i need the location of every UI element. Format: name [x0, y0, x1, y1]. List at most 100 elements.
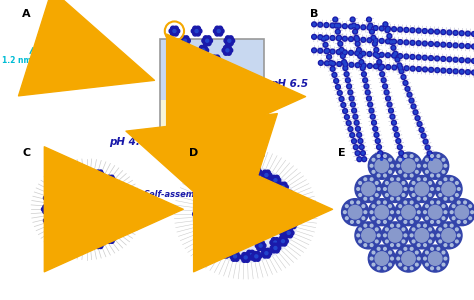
Circle shape — [124, 219, 127, 222]
Circle shape — [370, 197, 373, 200]
Circle shape — [70, 172, 73, 177]
Circle shape — [364, 178, 366, 181]
Circle shape — [360, 66, 365, 70]
Circle shape — [430, 57, 432, 59]
Circle shape — [331, 68, 334, 70]
Circle shape — [373, 26, 378, 31]
Circle shape — [210, 188, 214, 193]
Circle shape — [385, 228, 388, 231]
Circle shape — [399, 41, 401, 43]
Circle shape — [389, 40, 394, 44]
Circle shape — [224, 170, 229, 175]
Circle shape — [224, 45, 228, 50]
Polygon shape — [52, 45, 64, 55]
Circle shape — [126, 208, 128, 211]
Circle shape — [43, 205, 47, 209]
Circle shape — [73, 175, 78, 179]
Circle shape — [391, 224, 393, 227]
Circle shape — [340, 54, 345, 58]
Circle shape — [53, 231, 57, 235]
Circle shape — [200, 202, 204, 207]
Circle shape — [265, 175, 270, 180]
Circle shape — [260, 188, 264, 193]
Circle shape — [230, 169, 235, 174]
Circle shape — [336, 36, 341, 41]
Circle shape — [415, 182, 428, 196]
Circle shape — [98, 173, 100, 176]
Circle shape — [183, 39, 186, 42]
Circle shape — [398, 64, 401, 67]
Circle shape — [202, 233, 207, 238]
Circle shape — [83, 246, 88, 250]
Circle shape — [444, 178, 447, 181]
Circle shape — [318, 48, 323, 53]
Circle shape — [355, 151, 360, 156]
Circle shape — [380, 72, 384, 76]
Circle shape — [107, 239, 111, 243]
Circle shape — [99, 244, 103, 249]
Circle shape — [272, 243, 276, 248]
Circle shape — [324, 44, 327, 46]
Circle shape — [337, 51, 340, 53]
Text: A: A — [22, 9, 31, 19]
Circle shape — [365, 85, 367, 87]
Circle shape — [45, 194, 49, 198]
Circle shape — [273, 208, 278, 213]
Circle shape — [49, 186, 54, 190]
Circle shape — [213, 29, 218, 33]
Circle shape — [47, 216, 52, 220]
Circle shape — [282, 242, 287, 246]
Circle shape — [429, 240, 431, 243]
Circle shape — [378, 151, 383, 155]
Circle shape — [450, 224, 453, 227]
Circle shape — [356, 47, 361, 52]
Circle shape — [447, 69, 452, 74]
Circle shape — [242, 205, 245, 208]
Circle shape — [100, 242, 104, 246]
Circle shape — [391, 45, 396, 50]
Circle shape — [226, 41, 230, 46]
Circle shape — [118, 231, 123, 235]
Circle shape — [337, 37, 340, 39]
Circle shape — [272, 211, 276, 215]
Circle shape — [411, 68, 414, 70]
Circle shape — [459, 58, 464, 62]
Circle shape — [207, 194, 211, 198]
Circle shape — [387, 102, 392, 107]
Circle shape — [44, 218, 48, 223]
Circle shape — [383, 84, 388, 89]
Circle shape — [45, 198, 49, 203]
Circle shape — [364, 84, 369, 89]
Circle shape — [353, 114, 358, 119]
Circle shape — [250, 250, 255, 255]
Circle shape — [423, 139, 428, 144]
Circle shape — [352, 108, 356, 113]
Circle shape — [342, 24, 347, 28]
Circle shape — [318, 35, 323, 40]
Circle shape — [73, 244, 78, 249]
Circle shape — [386, 29, 389, 31]
Circle shape — [228, 208, 233, 213]
Circle shape — [194, 209, 199, 214]
Circle shape — [429, 228, 431, 231]
Circle shape — [287, 199, 292, 204]
Circle shape — [383, 234, 386, 237]
Circle shape — [217, 58, 221, 62]
Circle shape — [191, 29, 196, 33]
Circle shape — [190, 60, 195, 65]
Circle shape — [235, 180, 239, 184]
FancyBboxPatch shape — [160, 100, 264, 156]
Circle shape — [441, 68, 446, 73]
Circle shape — [261, 173, 266, 177]
Circle shape — [415, 251, 418, 254]
Circle shape — [47, 219, 50, 222]
Circle shape — [206, 235, 210, 240]
Circle shape — [350, 38, 352, 40]
Text: D: D — [189, 148, 198, 158]
Circle shape — [232, 203, 237, 208]
Circle shape — [457, 220, 460, 223]
Circle shape — [247, 250, 252, 255]
Circle shape — [413, 110, 418, 115]
Circle shape — [219, 196, 224, 201]
Circle shape — [324, 23, 329, 28]
